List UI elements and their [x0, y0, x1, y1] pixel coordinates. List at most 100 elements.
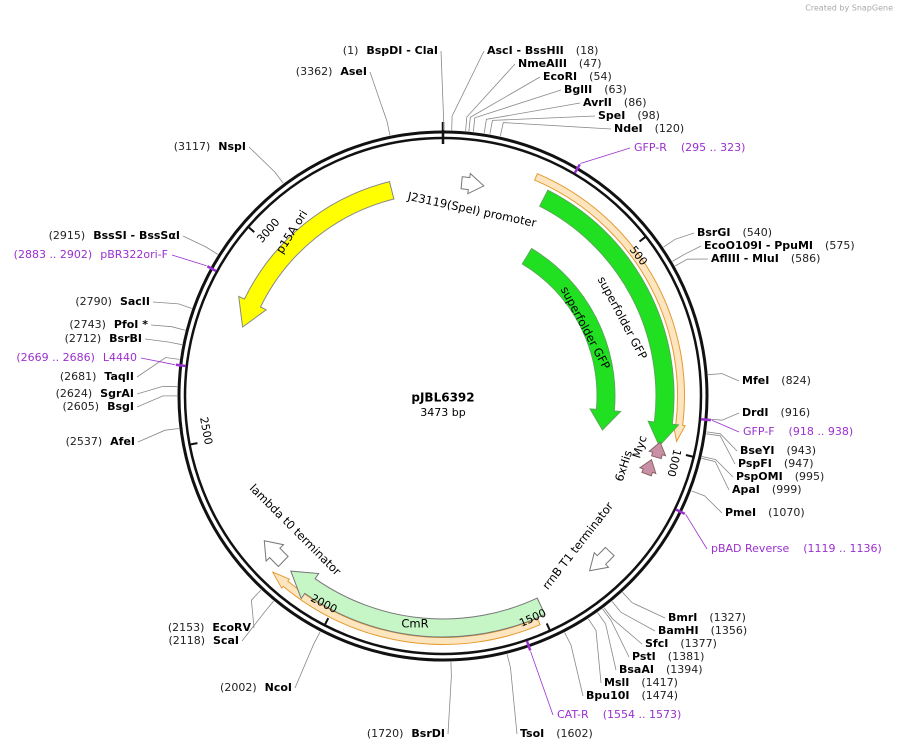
feature-label: rrnB T1 terminator	[539, 499, 616, 592]
enzyme-label: (2002) NcoI	[220, 681, 292, 694]
enzyme-line	[506, 654, 518, 735]
feature-arrow	[263, 540, 289, 568]
primer-name: CAT-R	[557, 708, 589, 721]
enzyme-site: (575)	[825, 239, 855, 252]
enzyme-site: (995)	[795, 470, 825, 483]
enzyme-name: AflIII - MluI	[711, 252, 779, 265]
enzyme-line	[136, 395, 177, 408]
enzyme-label: Bpu10I (1474)	[586, 689, 678, 702]
enzyme-site: (2002)	[220, 681, 257, 694]
enzyme-site: (2605)	[63, 400, 100, 413]
enzyme-site: (999)	[772, 483, 802, 496]
enzyme-label: BglII (63)	[564, 83, 627, 96]
enzyme-site: (47)	[579, 57, 602, 70]
plasmid-length: 3473 bp	[420, 406, 465, 419]
enzyme-line	[701, 457, 730, 491]
enzyme-site: (540)	[742, 226, 772, 239]
enzyme-label: NmeAIII (47)	[518, 57, 602, 70]
enzyme-name: BsrGI	[697, 226, 730, 239]
enzyme-site: (1327)	[709, 611, 746, 624]
primer-line	[580, 147, 631, 164]
primer-mark	[700, 418, 712, 422]
enzyme-name: SpeI	[598, 109, 625, 122]
enzyme-name: NcoI	[265, 681, 292, 694]
enzyme-label: (2712) BsrBI	[65, 332, 142, 345]
enzyme-name: BspDI - ClaI	[366, 44, 438, 57]
enzyme-name: BglII	[564, 83, 592, 96]
enzyme-line	[489, 115, 596, 135]
plasmid-name: pJBL6392	[411, 391, 474, 405]
enzyme-name: PstI	[632, 650, 656, 663]
primer-name: pBAD Reverse	[711, 542, 789, 555]
enzyme-line	[499, 122, 612, 137]
enzyme-line	[250, 589, 262, 629]
enzyme-name: BmrI	[668, 611, 697, 624]
enzyme-name: PspOMI	[736, 470, 783, 483]
enzyme-name: MslI	[604, 676, 629, 689]
enzyme-line	[564, 632, 584, 697]
enzyme-site: (586)	[791, 252, 821, 265]
primer-mark	[175, 363, 186, 368]
feature-arrow	[460, 172, 485, 195]
primer-line	[171, 254, 207, 267]
enzyme-site: (2712)	[65, 332, 102, 345]
feature-arrow	[638, 458, 657, 477]
enzyme-name: AvrII	[583, 96, 612, 109]
enzyme-name: BssSI - BssSαI	[93, 229, 180, 242]
enzyme-label: PmeI (1070)	[725, 506, 805, 519]
enzyme-site: (1394)	[666, 663, 703, 676]
feature-arrow	[290, 570, 546, 638]
enzyme-label: MfeI (824)	[742, 374, 811, 387]
enzyme-line	[691, 490, 723, 514]
enzyme-line	[622, 592, 666, 619]
enzyme-label: EcoRI (54)	[543, 70, 612, 83]
enzyme-name: PfoI *	[114, 318, 148, 331]
primer-mark	[675, 508, 686, 516]
enzyme-label: (2153) EcoRV	[168, 621, 252, 634]
enzyme-name: TsoI	[520, 727, 544, 740]
enzyme-label: SpeI (98)	[598, 109, 660, 122]
tick-mark	[246, 225, 255, 233]
enzyme-line	[150, 324, 186, 331]
enzyme-site: (63)	[604, 83, 627, 96]
tick-mark	[188, 442, 198, 446]
primer-line	[530, 651, 554, 716]
primer-mark	[206, 265, 217, 273]
enzyme-line	[241, 600, 274, 642]
enzyme-label: (2624) SgrAI	[56, 387, 134, 400]
primer-label: (2669 .. 2686) L4440	[16, 351, 137, 364]
enzyme-line	[706, 431, 738, 452]
tick-label: 2500	[197, 416, 215, 446]
primer-line	[711, 419, 740, 433]
tick-mark	[323, 617, 330, 627]
enzyme-line	[468, 76, 541, 132]
enzyme-line	[674, 258, 709, 267]
enzyme-line	[465, 63, 516, 132]
enzyme-site: (2624)	[56, 387, 93, 400]
enzyme-site: (54)	[589, 70, 612, 83]
enzyme-label: PspFI (947)	[738, 457, 814, 470]
feature-arrow	[521, 247, 622, 431]
enzyme-label: BmrI (1327)	[668, 611, 746, 624]
enzyme-line	[137, 428, 180, 443]
enzyme-line	[483, 102, 581, 134]
enzyme-label: (1720) BsrDI	[367, 727, 445, 740]
enzyme-line	[294, 631, 321, 689]
enzyme-label: (3117) NspI	[174, 140, 246, 153]
enzyme-label: AvrII (86)	[583, 96, 647, 109]
enzyme-site: (86)	[624, 96, 647, 109]
enzyme-site: (98)	[637, 109, 660, 122]
enzyme-line	[136, 357, 180, 378]
enzyme-name: SfcI	[645, 637, 668, 650]
enzyme-name: ScaI	[213, 634, 239, 647]
enzyme-line	[672, 245, 702, 262]
tick-mark	[638, 235, 648, 243]
enzyme-label: EcoO109I - PpuMI (575)	[704, 239, 855, 252]
primer-mark	[525, 640, 532, 651]
enzyme-name: TaqII	[104, 370, 134, 383]
primer-range: (1119 .. 1136)	[803, 542, 882, 555]
enzyme-name: BsrDI	[411, 727, 445, 740]
enzyme-line	[597, 612, 617, 671]
primer-label: (2883 .. 2902) pBR322ori-F	[14, 248, 168, 261]
